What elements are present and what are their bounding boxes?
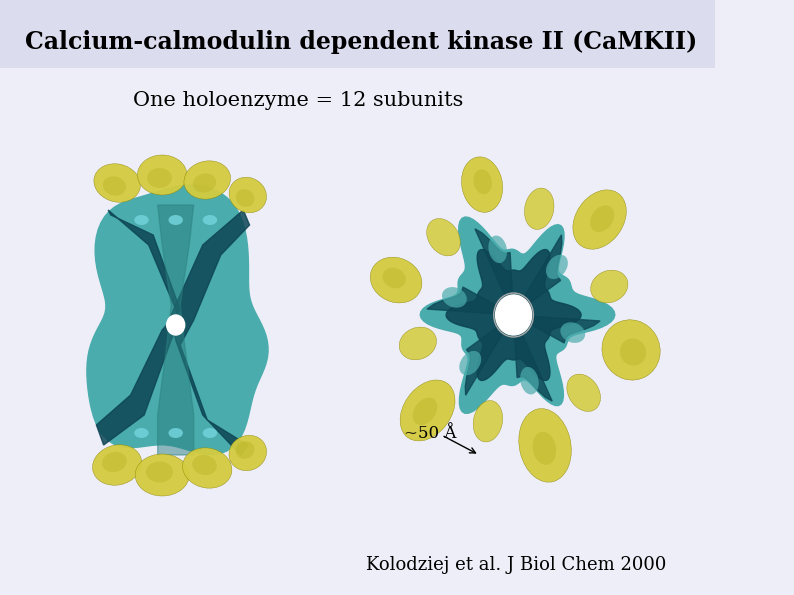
Ellipse shape xyxy=(459,351,481,375)
Ellipse shape xyxy=(168,428,183,438)
Polygon shape xyxy=(427,287,514,315)
Ellipse shape xyxy=(400,380,455,441)
Ellipse shape xyxy=(533,432,557,465)
Ellipse shape xyxy=(488,236,507,263)
Polygon shape xyxy=(96,210,180,445)
Ellipse shape xyxy=(620,339,646,365)
Ellipse shape xyxy=(146,462,173,483)
Polygon shape xyxy=(475,229,514,315)
Ellipse shape xyxy=(546,255,568,279)
Ellipse shape xyxy=(184,161,230,199)
Text: One holoenzyme = 12 subunits: One holoenzyme = 12 subunits xyxy=(133,90,464,109)
Ellipse shape xyxy=(442,287,467,308)
Ellipse shape xyxy=(591,270,628,303)
Ellipse shape xyxy=(202,428,217,438)
Polygon shape xyxy=(514,315,552,401)
Polygon shape xyxy=(172,210,249,455)
Circle shape xyxy=(495,295,532,335)
Polygon shape xyxy=(446,249,581,380)
Ellipse shape xyxy=(134,428,148,438)
Ellipse shape xyxy=(426,218,461,256)
Polygon shape xyxy=(158,205,194,455)
Ellipse shape xyxy=(137,155,187,195)
Ellipse shape xyxy=(383,268,406,289)
Ellipse shape xyxy=(93,444,142,486)
Bar xyxy=(0,0,715,68)
Polygon shape xyxy=(514,315,600,343)
Ellipse shape xyxy=(135,454,189,496)
Polygon shape xyxy=(420,217,615,414)
Ellipse shape xyxy=(147,168,172,188)
Ellipse shape xyxy=(168,215,183,225)
Ellipse shape xyxy=(590,205,615,232)
Ellipse shape xyxy=(473,169,492,194)
Ellipse shape xyxy=(399,327,437,360)
Polygon shape xyxy=(87,185,268,455)
Ellipse shape xyxy=(183,448,232,488)
Ellipse shape xyxy=(525,188,554,230)
Ellipse shape xyxy=(520,367,538,394)
Ellipse shape xyxy=(102,176,126,196)
Polygon shape xyxy=(465,315,514,395)
Text: Kolodziej et al. J Biol Chem 2000: Kolodziej et al. J Biol Chem 2000 xyxy=(366,556,667,574)
Ellipse shape xyxy=(229,177,267,213)
Ellipse shape xyxy=(413,397,437,425)
Text: Calcium-calmodulin dependent kinase II (CaMKII): Calcium-calmodulin dependent kinase II (… xyxy=(25,30,697,54)
Ellipse shape xyxy=(602,320,660,380)
Ellipse shape xyxy=(192,455,217,475)
Ellipse shape xyxy=(94,164,141,202)
Circle shape xyxy=(167,315,185,335)
Ellipse shape xyxy=(561,322,585,343)
Ellipse shape xyxy=(193,173,216,193)
Ellipse shape xyxy=(229,436,267,471)
Polygon shape xyxy=(514,235,562,315)
Ellipse shape xyxy=(461,157,503,212)
Ellipse shape xyxy=(572,190,626,249)
Ellipse shape xyxy=(370,257,422,303)
Ellipse shape xyxy=(518,409,572,482)
Ellipse shape xyxy=(567,374,600,412)
Ellipse shape xyxy=(236,441,254,459)
Ellipse shape xyxy=(236,189,254,207)
Ellipse shape xyxy=(102,452,127,472)
Ellipse shape xyxy=(473,400,503,442)
Ellipse shape xyxy=(134,215,148,225)
Ellipse shape xyxy=(202,215,217,225)
Text: ~50 Å: ~50 Å xyxy=(403,424,456,441)
